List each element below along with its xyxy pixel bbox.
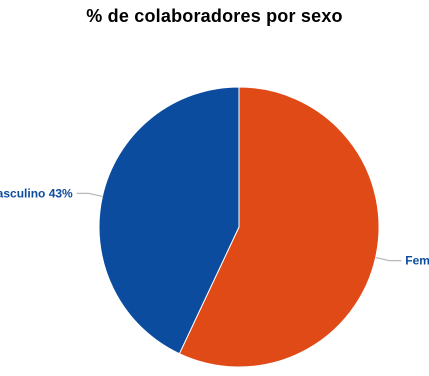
leader-line-masculino [76,192,103,198]
leader-line-feminino [375,256,402,262]
chart-title: % de colaboradores por sexo [86,6,343,26]
slice-label-masculino: Masculino 43% [0,186,73,200]
slice-label-feminino: Feminino 57% [405,254,429,268]
pie-slice-masculino [98,86,240,355]
pie-slice-feminino [178,86,380,368]
